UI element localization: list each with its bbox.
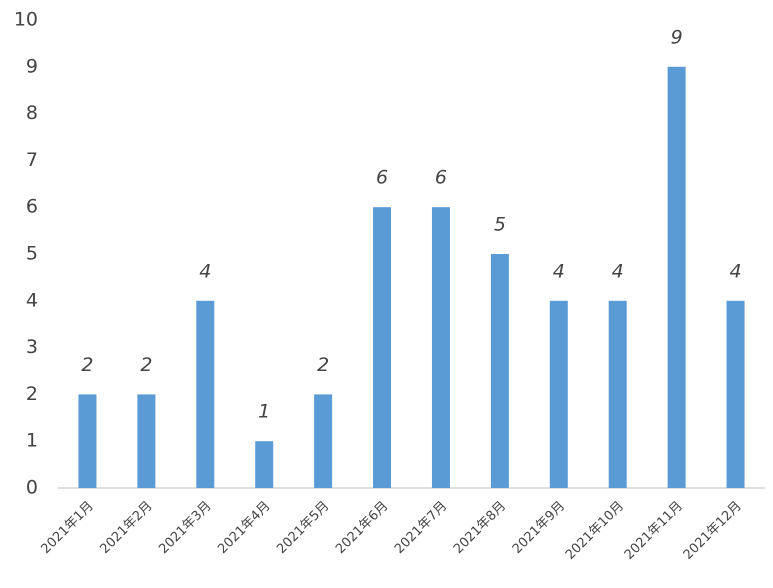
y-tick-label: 5: [26, 243, 38, 265]
bar: [490, 254, 509, 488]
y-tick-label: 2: [26, 383, 38, 405]
data-label: 2: [317, 354, 329, 376]
data-label: 4: [612, 260, 624, 282]
y-tick-label: 0: [26, 477, 38, 499]
x-tick-label: 2021年7月: [392, 499, 450, 557]
x-tick-label: 2021年6月: [333, 499, 391, 557]
data-label: 4: [553, 260, 565, 282]
x-tick-label: 2021年11月: [622, 499, 686, 563]
bar: [667, 66, 686, 489]
x-tick-label: 2021年12月: [681, 499, 745, 563]
x-tick-label: 2021年2月: [97, 499, 155, 557]
y-tick-label: 6: [26, 196, 38, 218]
data-label: 2: [81, 354, 93, 376]
y-tick-label: 9: [26, 55, 38, 77]
x-tick-label: 2021年1月: [39, 499, 97, 557]
bar: [726, 300, 745, 488]
data-label: 4: [199, 260, 211, 282]
x-tick-label: 2021年3月: [156, 499, 214, 557]
x-tick-label: 2021年9月: [510, 499, 568, 557]
data-label: 6: [435, 167, 447, 189]
bar: [78, 394, 97, 488]
x-tick-label: 2021年5月: [274, 499, 332, 557]
bar: [137, 394, 156, 488]
y-tick-label: 1: [26, 430, 38, 452]
x-tick-label: 2021年8月: [451, 499, 509, 557]
bar: [314, 394, 333, 488]
data-label: 9: [671, 26, 683, 48]
data-label: 4: [729, 260, 741, 282]
y-tick-label: 8: [26, 102, 38, 124]
bar: [196, 300, 215, 488]
x-tick-label: 2021年10月: [563, 499, 627, 563]
data-label: 5: [494, 214, 506, 236]
y-tick-label: 10: [14, 9, 38, 31]
bar: [608, 300, 627, 488]
y-tick-label: 7: [26, 149, 38, 171]
data-label: 2: [140, 354, 152, 376]
data-label: 1: [258, 401, 270, 423]
data-label: 6: [376, 167, 388, 189]
y-tick-label: 4: [26, 289, 38, 311]
y-tick-label: 3: [26, 336, 38, 358]
bar: [431, 207, 450, 488]
x-tick-label: 2021年4月: [215, 499, 273, 557]
bar: [373, 207, 392, 488]
bar: [549, 300, 568, 488]
bar: [255, 441, 274, 488]
